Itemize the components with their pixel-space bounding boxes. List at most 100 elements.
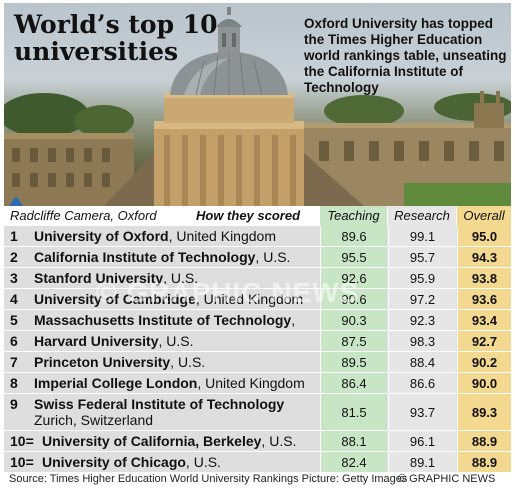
university-name: Massachusetts Institute of Technology (34, 312, 292, 328)
teaching-score: 89.6 (320, 226, 387, 246)
university-name: Swiss Federal Institute of Technology (34, 396, 285, 412)
table-row: 5 Massachusetts Institute of Technology, … (4, 310, 511, 344)
university-country: Zurich, Switzerland (34, 412, 154, 428)
overall-score: 93.6 (457, 289, 511, 309)
university-name: Stanford University (34, 270, 164, 286)
university-name: Harvard University (34, 333, 159, 349)
table-row: 8 Imperial College London, United Kingdom… (4, 373, 511, 394)
table-row: 3 Stanford University, U.S. 92.6 95.9 93.8 (4, 268, 511, 289)
university-country: U.S. (193, 454, 221, 470)
teaching-score: 90.3 (320, 310, 387, 330)
research-score: 88.4 (388, 352, 456, 372)
university-country: U.S. (263, 249, 291, 265)
research-score: 92.3 (388, 310, 456, 330)
teaching-score: 89.5 (320, 352, 387, 372)
research-score: 95.9 (388, 268, 456, 288)
university-country: U.S. (177, 354, 206, 370)
teaching-score: 95.5 (320, 247, 387, 267)
column-header-research: Research (388, 206, 456, 226)
how-they-scored-label: How they scored (196, 208, 301, 223)
university-name: University of California, Berkeley (42, 433, 262, 449)
teaching-score: 81.5 (320, 394, 387, 430)
university-cell: University of Chicago, U.S. (42, 454, 221, 470)
university-name: University of Chicago (42, 454, 186, 470)
photo-illustration (4, 7, 511, 206)
university-name: University of Oxford (34, 228, 169, 244)
overall-score: 93.8 (457, 268, 511, 288)
teaching-score: 88.1 (320, 431, 387, 451)
overall-score: 90.2 (457, 352, 511, 372)
rank-number: 10= (10, 433, 34, 449)
column-header-teaching: Teaching (320, 206, 387, 226)
university-cell: University of California, Berkeley, U.S. (42, 433, 297, 449)
research-score: 93.7 (388, 394, 456, 430)
headline: World’s top 10 universities (14, 10, 218, 66)
source-line: Source: Times Higher Education World Uni… (9, 473, 408, 485)
ranking-table: 1 University of Oxford, United Kingdom 89.… (4, 226, 511, 473)
rank-number: 6 (10, 333, 18, 349)
table-row: 7 Princeton University, U.S. 89.5 88.4 90.2 (4, 352, 511, 373)
overall-score: 90.0 (457, 373, 511, 393)
table-row: 4 University of Cambridge, United Kingdom… (4, 289, 511, 310)
overall-score: 92.7 (457, 331, 511, 351)
university-cell: Harvard University, U.S. (34, 333, 194, 349)
overall-score: 95.0 (457, 226, 511, 246)
research-score: 86.6 (388, 373, 456, 393)
overall-score: 88.9 (457, 452, 511, 472)
table-row: 9 Swiss Federal Institute of Technology Zu… (4, 394, 511, 431)
research-score: 89.1 (388, 452, 456, 472)
research-score: 97.2 (388, 289, 456, 309)
research-score: 95.7 (388, 247, 456, 267)
university-name: Imperial College London (34, 375, 198, 391)
university-cell: Imperial College London, United Kingdom (34, 375, 305, 391)
research-score: 98.3 (388, 331, 456, 351)
university-cell: University of Oxford, United Kingdom (34, 228, 276, 244)
table-row: 10= University of California, Berkeley, U… (4, 431, 511, 452)
table-row: 2 California Institute of Technology, U.S… (4, 247, 511, 268)
table-row: 10= University of Chicago, U.S. 82.4 89.1 88… (4, 452, 511, 473)
photo-caption: Radcliffe Camera, Oxford (10, 208, 157, 223)
overall-score: 94.3 (457, 247, 511, 267)
teaching-score: 87.5 (320, 331, 387, 351)
teaching-score: 92.6 (320, 268, 387, 288)
university-name: University of Cambridge (34, 291, 196, 307)
university-country: United Kingdom (203, 291, 304, 307)
credit-line: © GRAPHIC NEWS (398, 473, 496, 485)
university-cell: Princeton University, U.S. (34, 354, 206, 370)
caption-pointer-icon (9, 196, 23, 206)
table-row: 1 University of Oxford, United Kingdom 89.… (4, 226, 511, 247)
research-score: 99.1 (388, 226, 456, 246)
university-country: United Kingdom (176, 228, 276, 244)
research-score: 96.1 (388, 431, 456, 451)
rank-number: 9 (10, 396, 18, 412)
university-cell: Stanford University, U.S. (34, 270, 199, 286)
rank-number: 2 (10, 249, 18, 265)
table-row: 6 Harvard University, U.S. 87.5 98.3 92.7 (4, 331, 511, 352)
column-header-overall: Overall (457, 206, 511, 226)
rank-number: 10= (10, 454, 34, 470)
rank-number: 5 (10, 312, 18, 328)
rank-number: 3 (10, 270, 18, 286)
university-cell: Swiss Federal Institute of Technology Zur… (34, 396, 322, 428)
table-header: Radcliffe Camera, Oxford How they scored… (4, 206, 511, 226)
university-name: California Institute of Technology (34, 249, 256, 265)
intro-text: Oxford University has topped the Times H… (304, 16, 507, 95)
university-country: United Kingdom (205, 375, 305, 391)
rank-number: 7 (10, 354, 18, 370)
overall-score: 88.9 (457, 431, 511, 451)
university-country: U.S. (170, 270, 199, 286)
overall-score: 89.3 (457, 394, 511, 430)
university-cell: California Institute of Technology, U.S. (34, 249, 291, 265)
rank-number: 8 (10, 375, 18, 391)
university-name: Princeton University (34, 354, 171, 370)
university-cell: University of Cambridge, United Kingdom (34, 291, 304, 307)
teaching-score: 86.4 (320, 373, 387, 393)
radcliffe-camera-photo: World’s top 10 universities Oxford Unive… (4, 3, 511, 206)
rank-number: 4 (10, 291, 18, 307)
teaching-score: 90.6 (320, 289, 387, 309)
university-country: U.S. (166, 333, 194, 349)
university-country: U.S. (269, 433, 297, 449)
teaching-score: 82.4 (320, 452, 387, 472)
overall-score: 93.4 (457, 310, 511, 330)
